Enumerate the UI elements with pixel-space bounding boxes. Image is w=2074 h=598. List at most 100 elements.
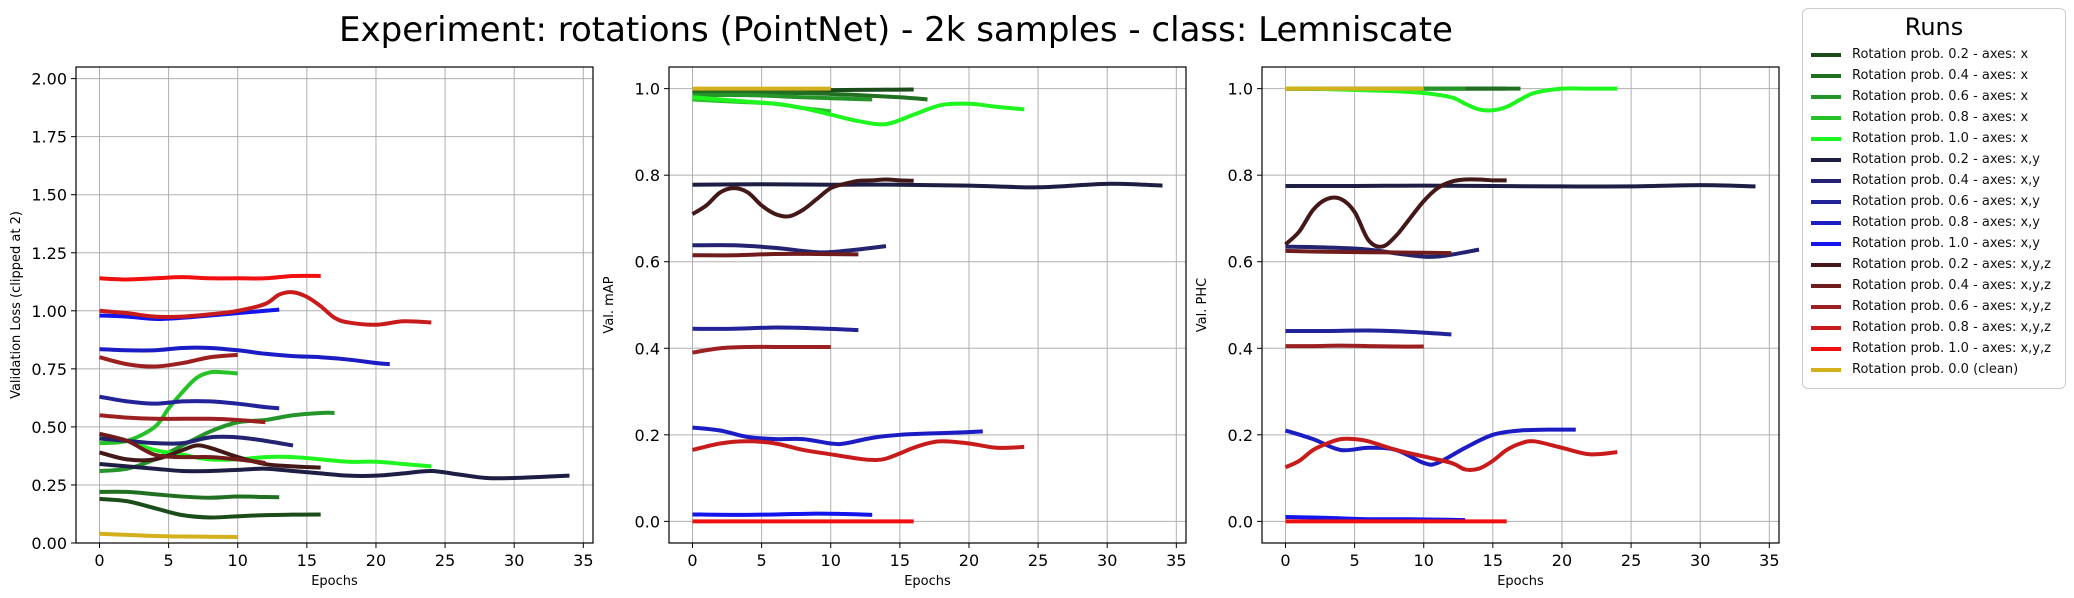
series-line: [1284, 436, 1618, 472]
y-tick-label: 0.50: [31, 418, 67, 437]
y-tick-label: 0.4: [635, 339, 660, 358]
series-line: [692, 181, 1163, 190]
legend-swatch: [1811, 157, 1841, 162]
legend-label: Rotation prob. 1.0 - axes: x,y,z: [1852, 341, 2051, 356]
series-line: [692, 251, 859, 258]
series-line: [1284, 427, 1576, 467]
x-axis-label: Epochs: [904, 574, 951, 589]
series-line: [99, 489, 280, 500]
legend-label: Rotation prob. 0.4 - axes: x,y: [1852, 173, 2040, 188]
y-tick-label: 2.00: [31, 70, 67, 89]
y-axis-label: Val. mAP: [602, 276, 617, 333]
series-line: [1285, 86, 1618, 113]
chart-panel: 0 5 10 15 20 25 30 35 0.0 0.2 0.4 0.6 0.8 1.0 Epochs Va…: [1195, 66, 1780, 589]
y-tick-label: 1.50: [31, 186, 67, 205]
x-tick-label: 0: [1280, 551, 1290, 570]
legend-label: Rotation prob. 1.0 - axes: x,y: [1852, 236, 2040, 251]
x-tick-label: 25: [1621, 551, 1641, 570]
x-tick-label: 15: [1483, 551, 1503, 570]
legend-swatch: [1811, 73, 1841, 78]
legend-swatch: [1811, 94, 1841, 99]
legend-item: Rotation prob. 0.2 - axes: x: [1811, 44, 2057, 65]
legend-item: Rotation prob. 0.2 - axes: x,y,z: [1811, 254, 2057, 275]
plot-frame: [668, 66, 1187, 544]
y-tick-label: 1.75: [31, 128, 67, 147]
legend-label: Rotation prob. 0.8 - axes: x,y,z: [1852, 320, 2051, 335]
legend-label: Rotation prob. 0.4 - axes: x: [1852, 68, 2029, 83]
plot-frame: [75, 66, 594, 544]
x-tick-label: 20: [959, 551, 979, 570]
legend-swatch: [1811, 220, 1841, 225]
legend-item: Rotation prob. 0.2 - axes: x,y: [1811, 149, 2057, 170]
x-tick-label: 20: [366, 551, 386, 570]
x-tick-label: 30: [504, 551, 524, 570]
y-axis-label: Val. PHC: [1195, 278, 1210, 332]
series-line: [99, 434, 432, 469]
y-axis-label: Validation Loss (clipped at 2): [9, 211, 24, 399]
series-line: [1285, 343, 1424, 349]
legend-item: Rotation prob. 0.8 - axes: x: [1811, 107, 2057, 128]
x-tick-label: 10: [821, 551, 841, 570]
series-line: [1285, 248, 1452, 256]
series-line: [1285, 183, 1756, 189]
legend-item: Rotation prob. 0.4 - axes: x,y,z: [1811, 275, 2057, 296]
series-line: [692, 439, 1025, 463]
series-line: [99, 431, 266, 465]
x-tick-label: 30: [1097, 551, 1117, 570]
x-tick-label: 25: [435, 551, 455, 570]
series-line: [99, 410, 335, 474]
legend-label: Rotation prob. 0.2 - axes: x,y: [1852, 152, 2040, 167]
legend-item: Rotation prob. 0.4 - axes: x: [1811, 65, 2057, 86]
legend-swatch: [1811, 241, 1841, 246]
y-tick-label: 0.6: [635, 253, 660, 272]
x-axis-label: Epochs: [1497, 574, 1544, 589]
x-tick-label: 30: [1690, 551, 1710, 570]
legend-label: Rotation prob. 0.2 - axes: x,y,z: [1852, 257, 2051, 272]
legend-item: Rotation prob. 0.0 (clean): [1811, 359, 2057, 380]
legend-swatch: [1811, 283, 1841, 288]
y-tick-label: 1.25: [31, 244, 67, 263]
series-line: [692, 511, 873, 517]
series-line: [692, 243, 887, 255]
y-tick-label: 0.25: [31, 476, 67, 495]
series-line: [99, 531, 238, 539]
legend-swatch: [1811, 346, 1841, 351]
chart-panel: 0 5 10 15 20 25 30 35 0.00 0.25 0.50 0.75 1.00 1.25 1.…: [9, 66, 594, 589]
y-tick-label: 0.2: [635, 426, 660, 445]
x-tick-label: 35: [1166, 551, 1186, 570]
y-tick-label: 1.00: [31, 302, 67, 321]
x-tick-label: 35: [1759, 551, 1779, 570]
x-tick-label: 0: [94, 551, 104, 570]
series-line: [692, 325, 859, 333]
x-tick-label: 35: [573, 551, 593, 570]
y-tick-label: 0.6: [1228, 253, 1253, 272]
series-line: [99, 462, 570, 481]
y-tick-label: 1.0: [1228, 80, 1253, 99]
series-line: [692, 90, 928, 102]
legend-label: Rotation prob. 1.0 - axes: x: [1852, 131, 2029, 146]
x-tick-label: 5: [757, 551, 767, 570]
legend-swatch: [1811, 178, 1841, 183]
x-tick-label: 25: [1028, 551, 1048, 570]
x-axis-label: Epochs: [311, 574, 358, 589]
y-tick-label: 0.8: [1228, 166, 1253, 185]
legend-label: Rotation prob. 0.6 - axes: x: [1852, 89, 2029, 104]
legend-item: Rotation prob. 0.4 - axes: x,y: [1811, 170, 2057, 191]
series-line: [99, 345, 390, 367]
y-tick-label: 0.00: [31, 534, 67, 553]
legend-item: Rotation prob. 0.6 - axes: x: [1811, 86, 2057, 107]
x-tick-label: 15: [890, 551, 910, 570]
legend-swatch: [1811, 115, 1841, 120]
legend-item: Rotation prob. 0.6 - axes: x,y: [1811, 191, 2057, 212]
legend-swatch: [1811, 325, 1841, 330]
legend-label: Rotation prob. 0.2 - axes: x: [1852, 47, 2029, 62]
y-tick-label: 1.0: [635, 80, 660, 99]
legend-swatch: [1811, 304, 1841, 309]
x-tick-label: 0: [687, 551, 697, 570]
series-line: [692, 95, 1025, 127]
y-tick-label: 0.0: [635, 512, 660, 531]
chart-panel: 0 5 10 15 20 25 30 35 0.0 0.2 0.4 0.6 0.8 1.0 Epochs Va…: [602, 66, 1187, 589]
legend-swatch: [1811, 136, 1841, 141]
y-tick-label: 0.0: [1228, 512, 1253, 531]
